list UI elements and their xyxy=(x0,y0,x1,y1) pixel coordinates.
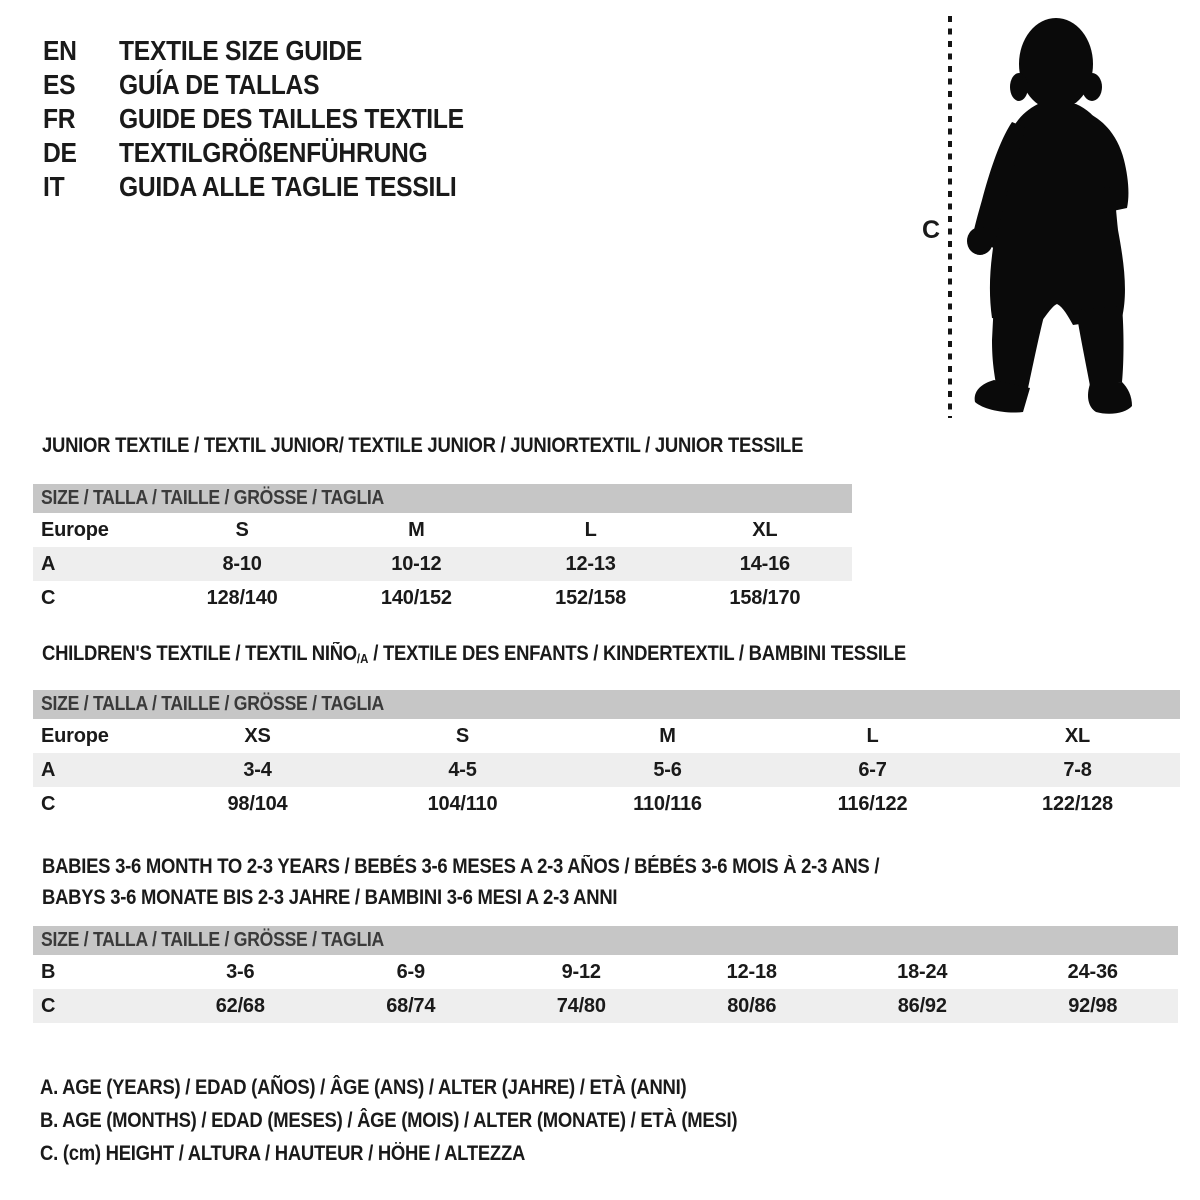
legend-line-a: A. AGE (YEARS) / EDAD (AÑOS) / ÂGE (ANS)… xyxy=(40,1075,687,1099)
table-cell: 7-8 xyxy=(1063,758,1092,781)
junior-size-table: SIZE / TALLA / TAILLE / GRÖSSE / TAGLIA … xyxy=(33,484,852,615)
table-cell: 12-13 xyxy=(565,552,616,575)
babies-title-line1: BABIES 3-6 MONTH TO 2-3 YEARS / BEBÉS 3-… xyxy=(42,855,880,878)
table-cell: XS xyxy=(244,724,271,747)
junior-section-title: JUNIOR TEXTILE / TEXTIL JUNIOR/ TEXTILE … xyxy=(42,434,804,457)
size-header-bar: SIZE / TALLA / TAILLE / GRÖSSE / TAGLIA xyxy=(33,690,1180,719)
table-cell: 9-12 xyxy=(561,960,601,983)
childrens-section-title: CHILDREN'S TEXTILE / TEXTIL NIÑO/A / TEX… xyxy=(42,642,906,666)
language-row: EN TEXTILE SIZE GUIDE xyxy=(43,34,511,68)
language-title: GUIDE DES TAILLES TEXTILE xyxy=(119,103,464,134)
size-header-bar: SIZE / TALLA / TAILLE / GRÖSSE / TAGLIA xyxy=(33,926,1178,955)
row-label: C xyxy=(41,792,56,815)
table-cell: S xyxy=(455,724,470,747)
row-label: A xyxy=(41,758,56,781)
babies-section-title: BABIES 3-6 MONTH TO 2-3 YEARS / BEBÉS 3-… xyxy=(33,851,1178,913)
language-title: GUIDA ALLE TAGLIE TESSILI xyxy=(119,171,457,202)
babies-textile-section: BABIES 3-6 MONTH TO 2-3 YEARS / BEBÉS 3-… xyxy=(33,851,1178,1023)
table-cell: 6-9 xyxy=(396,960,426,983)
language-title-block: EN TEXTILE SIZE GUIDE ES GUÍA DE TALLAS … xyxy=(43,34,511,204)
table-cell: 4-5 xyxy=(448,758,477,781)
language-code: FR xyxy=(43,103,76,134)
table-cell: 152/158 xyxy=(555,586,627,609)
table-row: Europe XS S M L XL xyxy=(33,719,1180,753)
language-code: IT xyxy=(43,171,65,202)
row-label: Europe xyxy=(41,518,109,541)
table-cell: 86/92 xyxy=(897,994,947,1017)
height-label: C xyxy=(922,216,941,244)
table-cell: 8-10 xyxy=(222,552,262,575)
title-subscript: /A xyxy=(356,651,369,666)
table-cell: 6-7 xyxy=(858,758,887,781)
table-cell: 74/80 xyxy=(556,994,606,1017)
language-title: GUÍA DE TALLAS xyxy=(119,69,320,100)
height-figure: C xyxy=(880,0,1200,430)
table-cell: XL xyxy=(752,518,778,541)
language-code: DE xyxy=(43,137,77,168)
language-code: ES xyxy=(43,69,76,100)
row-label: A xyxy=(41,552,56,575)
size-header-label: SIZE / TALLA / TAILLE / GRÖSSE / TAGLIA xyxy=(41,929,385,951)
row-label: C xyxy=(41,586,56,609)
junior-textile-section: JUNIOR TEXTILE / TEXTIL JUNIOR/ TEXTILE … xyxy=(33,433,852,609)
table-cell: 3-6 xyxy=(226,960,255,983)
language-row: ES GUÍA DE TALLAS xyxy=(43,68,511,102)
size-header-bar: SIZE / TALLA / TAILLE / GRÖSSE / TAGLIA xyxy=(33,484,852,513)
language-row: IT GUIDA ALLE TAGLIE TESSILI xyxy=(43,170,511,204)
table-cell: 158/170 xyxy=(729,586,801,609)
table-cell: 92/98 xyxy=(1068,994,1118,1017)
table-cell: 68/74 xyxy=(386,994,436,1017)
table-cell: 18-24 xyxy=(897,960,948,983)
babies-size-table: SIZE / TALLA / TAILLE / GRÖSSE / TAGLIA … xyxy=(33,926,1178,1023)
row-label: Europe xyxy=(41,724,109,747)
table-cell: 80/86 xyxy=(727,994,777,1017)
table-cell: 5-6 xyxy=(653,758,682,781)
table-row: A 3-4 4-5 5-6 6-7 7-8 xyxy=(33,753,1180,787)
table-cell: L xyxy=(584,518,597,541)
legend-line-c: C. (cm) HEIGHT / ALTURA / HAUTEUR / HÖHE… xyxy=(40,1141,526,1165)
table-cell: 24-36 xyxy=(1067,960,1118,983)
language-code: EN xyxy=(43,35,77,66)
table-row: Europe S M L XL xyxy=(33,513,852,547)
row-label: C xyxy=(41,994,56,1017)
table-cell: L xyxy=(866,724,879,747)
table-cell: 110/116 xyxy=(633,792,702,815)
babies-title-line2: BABYS 3-6 MONATE BIS 2-3 JAHRE / BAMBINI… xyxy=(42,886,618,909)
legend: A. AGE (YEARS) / EDAD (AÑOS) / ÂGE (ANS)… xyxy=(40,1071,832,1170)
table-cell: 3-4 xyxy=(243,758,272,781)
language-row: FR GUIDE DES TAILLES TEXTILE xyxy=(43,102,511,136)
language-title: TEXTILGRÖßENFÜHRUNG xyxy=(119,137,428,168)
table-row: C 128/140 140/152 152/158 158/170 xyxy=(33,581,852,615)
table-cell: 122/128 xyxy=(1042,792,1113,815)
row-label: B xyxy=(41,960,56,983)
toddler-silhouette xyxy=(948,16,1132,418)
table-row: A 8-10 10-12 12-13 14-16 xyxy=(33,547,852,581)
table-cell: M xyxy=(408,518,425,541)
table-cell: 140/152 xyxy=(380,586,452,609)
table-cell: M xyxy=(659,724,676,747)
table-row: B 3-6 6-9 9-12 12-18 18-24 24-36 xyxy=(33,955,1178,989)
table-cell: 104/110 xyxy=(427,792,498,815)
table-cell: 62/68 xyxy=(215,994,265,1017)
table-cell: XL xyxy=(1064,724,1091,747)
table-cell: S xyxy=(235,518,249,541)
table-cell: 128/140 xyxy=(206,586,278,609)
size-header-label: SIZE / TALLA / TAILLE / GRÖSSE / TAGLIA xyxy=(41,487,385,509)
table-row: C 98/104 104/110 110/116 116/122 122/128 xyxy=(33,787,1180,821)
size-header-label: SIZE / TALLA / TAILLE / GRÖSSE / TAGLIA xyxy=(41,693,385,715)
table-cell: 98/104 xyxy=(227,792,288,815)
table-cell: 14-16 xyxy=(739,552,790,575)
table-row: C 62/68 68/74 74/80 80/86 86/92 92/98 xyxy=(33,989,1178,1023)
table-cell: 10-12 xyxy=(391,552,442,575)
language-title: TEXTILE SIZE GUIDE xyxy=(119,35,363,66)
table-cell: 12-18 xyxy=(726,960,777,983)
language-row: DE TEXTILGRÖßENFÜHRUNG xyxy=(43,136,511,170)
childrens-textile-section: CHILDREN'S TEXTILE / TEXTIL NIÑO/A / TEX… xyxy=(33,641,1180,815)
legend-line-b: B. AGE (MONTHS) / EDAD (MESES) / ÂGE (MO… xyxy=(40,1108,738,1132)
table-cell: 116/122 xyxy=(837,792,908,815)
childrens-size-table: SIZE / TALLA / TAILLE / GRÖSSE / TAGLIA … xyxy=(33,690,1180,821)
